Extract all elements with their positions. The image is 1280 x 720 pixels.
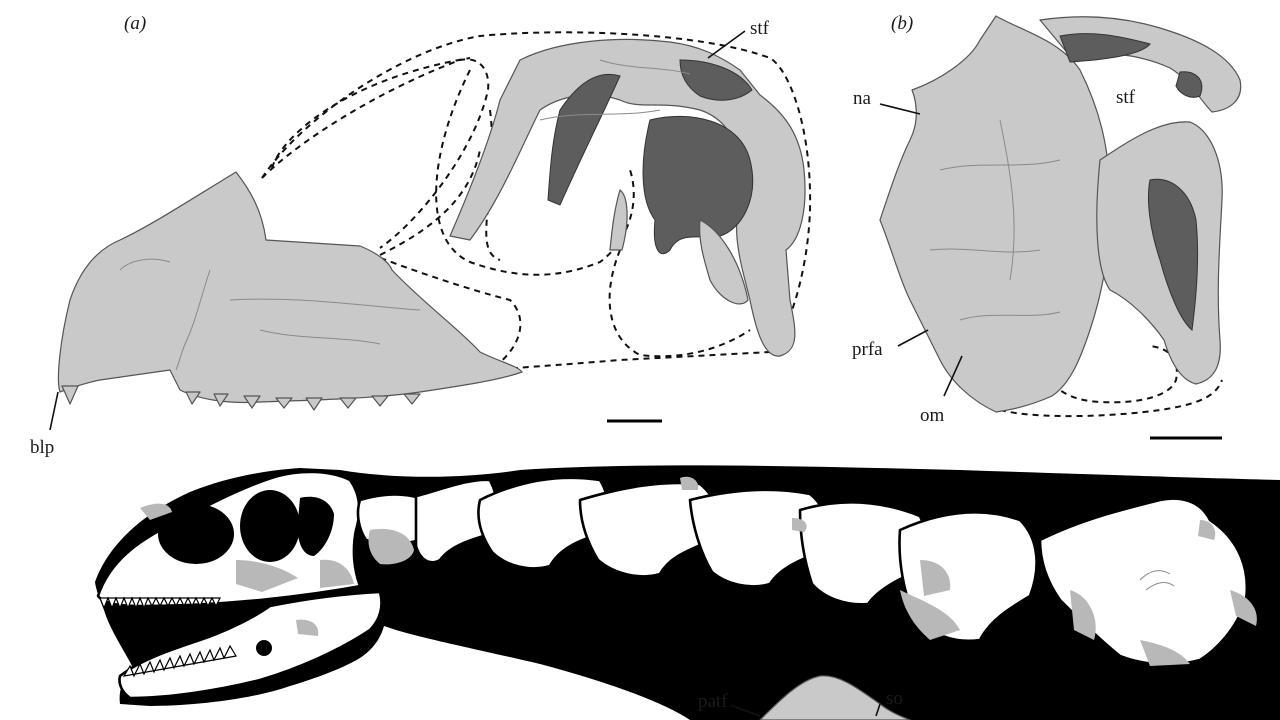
panel-b-label-prfa: prfa [852, 339, 883, 360]
braincase-specimen-partial [759, 675, 911, 720]
panel-b-label: (b) [891, 13, 913, 34]
skull-orbit [240, 490, 300, 562]
skull-antorbital-fenestra [158, 504, 234, 564]
panel-b: (b) na stf prfa om [852, 13, 1242, 440]
panel-a: (a) [30, 13, 812, 458]
panel-b-label-stf: stf [1116, 87, 1136, 108]
vertebra-3 [477, 476, 610, 570]
panel-a-label-stf: stf [750, 18, 770, 39]
label-so: so [886, 688, 903, 709]
cervical-vertebrae [356, 476, 1257, 666]
panel-b-frontal-bone [879, 15, 1111, 413]
skeletal-reconstruction: patf so [95, 465, 1280, 720]
panel-b-label-om: om [920, 405, 945, 426]
label-patf: patf [698, 691, 728, 712]
vertebra-4 [578, 481, 719, 578]
panel-a-label-blp: blp [30, 437, 54, 458]
vertebra-5 [688, 488, 828, 588]
lower-jaw [118, 590, 383, 700]
panel-a-label: (a) [124, 13, 146, 34]
panel-b-reconstruction-outline [999, 379, 1223, 418]
panel-b-label-na: na [853, 88, 872, 109]
panel-a-bones [57, 38, 806, 411]
vertebra-6 [798, 500, 928, 606]
panel-a-teeth [61, 385, 421, 411]
